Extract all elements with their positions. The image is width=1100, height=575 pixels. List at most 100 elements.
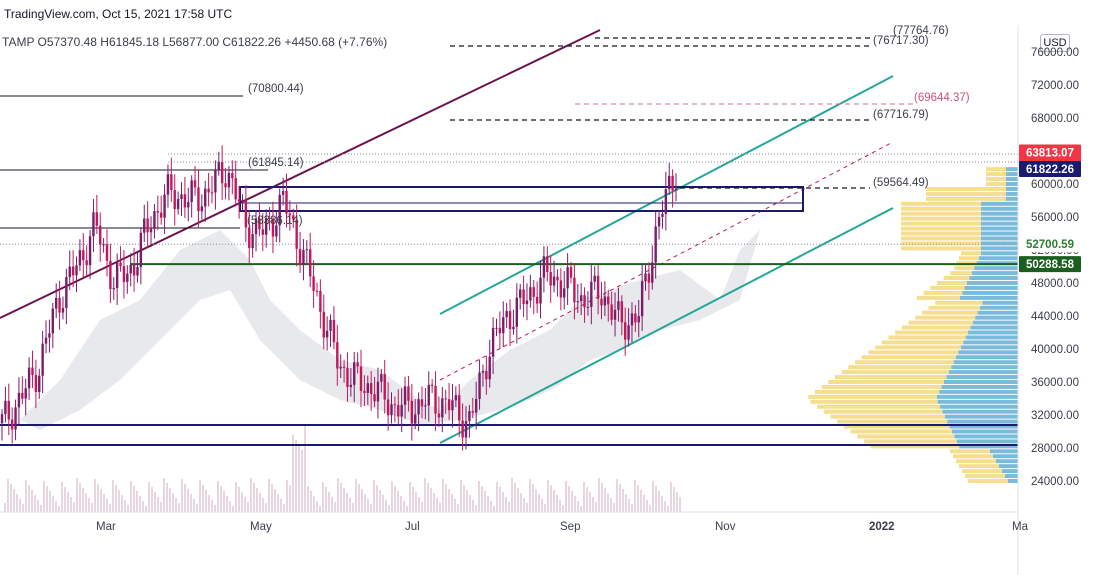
candle-body [488, 356, 491, 380]
volume-bar [394, 486, 396, 512]
volume-bar [565, 481, 567, 512]
candle-body [227, 173, 231, 188]
volume-bar [106, 499, 108, 512]
volume-bar [568, 486, 570, 512]
volume-bar [148, 482, 150, 512]
candle-body [600, 298, 603, 306]
volume-profile-bar [817, 404, 940, 409]
price-tick-label: 56000.00 [1031, 212, 1079, 224]
candle-body [17, 392, 21, 408]
candle-body [312, 276, 315, 291]
volume-profile-bar [979, 256, 1018, 261]
volume-bar [319, 506, 321, 512]
candle-body [54, 297, 58, 309]
currency-label: USD [1043, 37, 1067, 49]
volume-bar [247, 502, 249, 512]
candle-body [180, 194, 183, 199]
candle-body [613, 309, 617, 320]
candle-body [519, 289, 522, 298]
volume-bar [280, 499, 282, 512]
volume-profile-bar [969, 276, 1018, 281]
volume-bar [676, 492, 678, 512]
volume-profile-bar [975, 315, 1018, 320]
candle-body [576, 301, 579, 303]
volume-profile-bar [901, 226, 981, 231]
candle-body [298, 248, 302, 265]
volume-bar [526, 503, 528, 512]
candle-body [407, 386, 410, 401]
volume-bar [169, 488, 171, 512]
volume-bar [559, 500, 561, 512]
volume-bar [79, 483, 81, 512]
volume-bar [187, 489, 189, 512]
volume-profile-bar [921, 310, 978, 315]
volume-profile-bar [901, 201, 981, 206]
volume-bar [490, 501, 492, 512]
volume-bar [628, 499, 630, 512]
candle-body [637, 316, 640, 323]
candle-body [214, 169, 217, 193]
volume-profile-bar [830, 414, 945, 419]
volume-profile-bar [954, 434, 1018, 439]
price-tick-label: 24000.00 [1031, 476, 1079, 488]
volume-bar [55, 501, 57, 512]
candle-body [671, 175, 674, 191]
candle-body [217, 162, 220, 170]
volume-profile-bar [888, 335, 966, 340]
volume-profile-bar [901, 246, 981, 251]
ichimoku-cloud [20, 230, 760, 430]
level-annotation: (69644.37) [914, 92, 970, 104]
price-axis[interactable]: 76000.0072000.0068000.0064000.0060000.00… [1017, 25, 1079, 575]
volume-bar [553, 490, 555, 512]
volume-profile-bar [1005, 474, 1018, 479]
volume-bar [388, 505, 390, 512]
candle-body [122, 266, 126, 282]
candle-body [115, 262, 119, 288]
candle-body [58, 297, 61, 313]
volume-bar [607, 493, 609, 512]
candle-body [403, 386, 407, 405]
candle-body [146, 218, 149, 233]
volume-profile-bar [972, 320, 1018, 325]
candle-body [498, 327, 502, 334]
volume-profile-bar [959, 464, 999, 469]
volume-profile-bar [936, 394, 1018, 399]
volume-profile-bar [949, 424, 1018, 429]
candle-body [102, 244, 105, 246]
candle-body [183, 194, 187, 208]
volume-bar [673, 487, 675, 512]
volume-profile-bar [901, 206, 981, 211]
candle-body [623, 322, 627, 340]
candle-body [14, 407, 17, 430]
volume-bar [124, 500, 126, 512]
volume-bar [460, 480, 462, 512]
volume-profile-bar [901, 325, 971, 330]
candle-body [153, 211, 156, 229]
volume-bar [547, 480, 549, 512]
price-tick-label: 32000.00 [1031, 410, 1079, 422]
volume-bar [622, 489, 624, 512]
candle-body [288, 213, 292, 216]
volume-profile-bar [1006, 196, 1018, 201]
volume-bar [289, 485, 291, 512]
volume-profile-bar [901, 231, 981, 236]
volume-bar [304, 426, 306, 512]
volume-bar [364, 494, 366, 512]
candle-body [508, 311, 512, 330]
time-axis[interactable]: Mar May Jul Sep Nov 2022 Ma [0, 511, 1029, 533]
candle-body [610, 304, 613, 320]
volume-bar [145, 506, 147, 512]
volume-bar [151, 487, 153, 512]
candle-body [336, 342, 339, 369]
candle-body [309, 249, 312, 277]
price-badge-label: 52700.59 [1026, 239, 1074, 251]
candle-body [478, 372, 481, 399]
currency-button[interactable]: USD [1040, 34, 1070, 52]
candle-body [434, 385, 437, 414]
candle-body [92, 212, 95, 237]
candle-body [193, 180, 197, 188]
candle-body [170, 174, 173, 191]
candle-body [393, 404, 397, 406]
volume-bar [100, 489, 102, 512]
